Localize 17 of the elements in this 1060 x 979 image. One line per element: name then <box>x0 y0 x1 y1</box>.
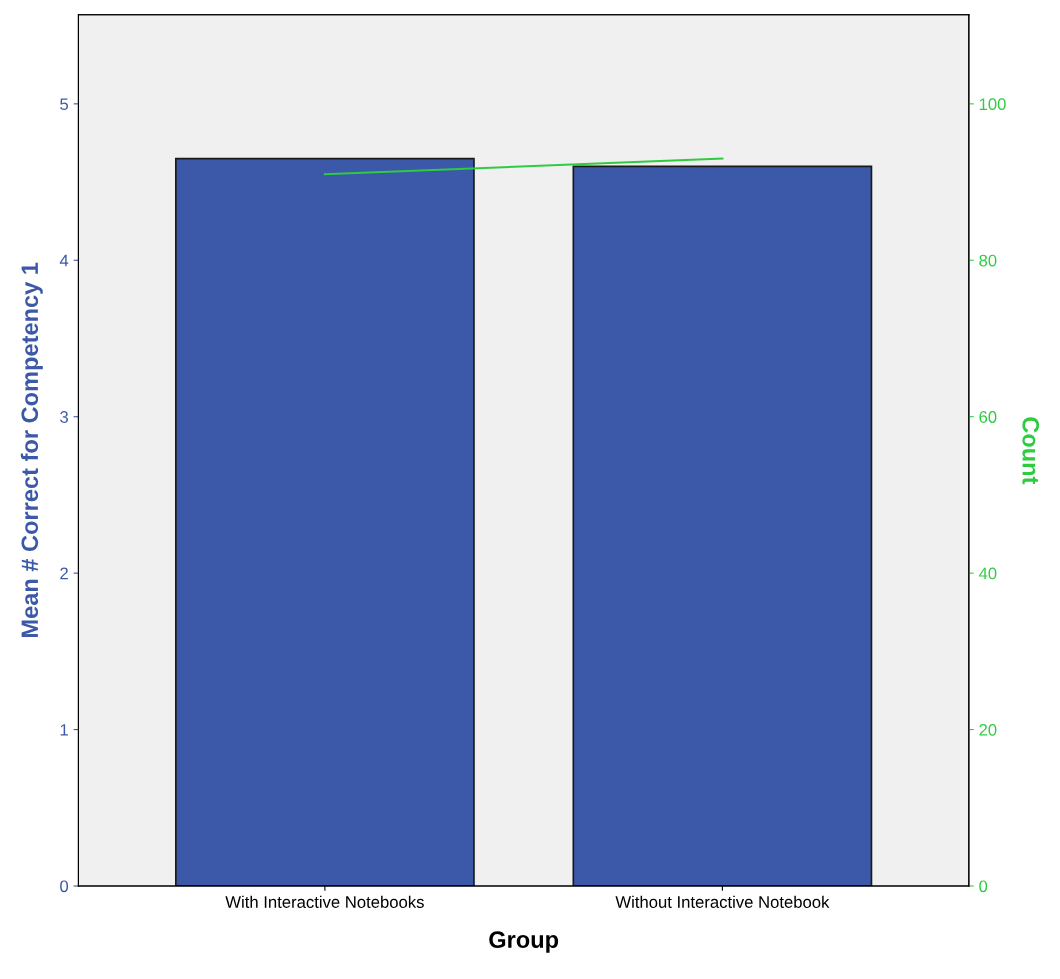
x-tick-label: With Interactive Notebooks <box>225 895 424 908</box>
y2-tick-label: 40 <box>978 567 997 580</box>
y2-tick-label: 80 <box>979 254 997 267</box>
y-tick-label: 0 <box>60 880 69 893</box>
y-axis-title: Mean # Correct for Competency 1 <box>20 262 43 638</box>
x-tick-label: Without Interactive Notebook <box>615 895 830 908</box>
y-tick-label: 1 <box>60 724 68 736</box>
y2-tick-label: 60 <box>979 411 997 423</box>
y-tick-label: 3 <box>60 411 68 423</box>
y-tick-label: 2 <box>60 567 68 580</box>
x-axis-title: Group <box>489 931 559 953</box>
y-tick-label: 4 <box>59 254 69 267</box>
y2-tick-label: 20 <box>979 723 997 736</box>
y-tick-label: 5 <box>60 98 69 111</box>
y2-tick-label: 100 <box>979 98 1006 111</box>
y2-axis-title: Count <box>1022 417 1040 485</box>
y2-tick-label: 0 <box>979 880 988 893</box>
